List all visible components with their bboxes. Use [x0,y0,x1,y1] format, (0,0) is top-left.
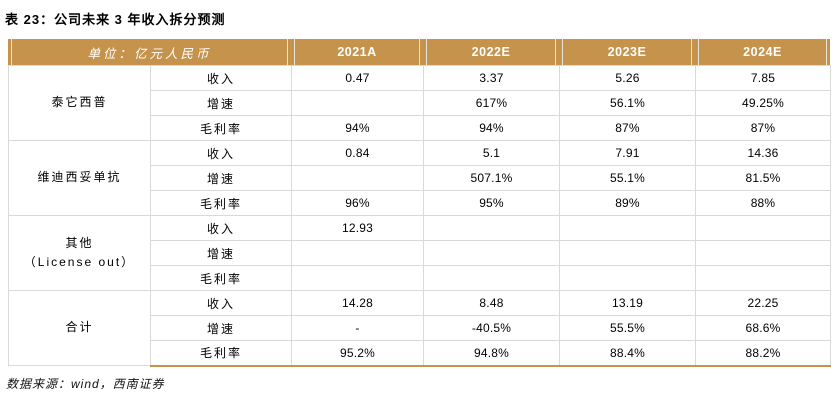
value-cell [695,215,831,241]
value-cell [423,240,560,266]
report-page: 表 23：公司未来 3 年收入拆分预测 单位：亿元人民币 2021A 2022E… [0,9,838,403]
value-cell [423,265,560,291]
value-cell: 8.48 [423,290,560,316]
value-cell: 81.5% [695,165,831,191]
value-cell: 49.25% [695,90,831,116]
row-label: 增速 [150,165,292,191]
table-row: 增速 507.1% 55.1% 81.5% [9,165,831,191]
value-cell: 22.25 [695,290,831,316]
table-row: 增速 - -40.5% 55.5% 68.6% [9,315,831,341]
table-title: 表 23：公司未来 3 年收入拆分预测 [5,12,226,27]
column-header-2023e: 2023E [562,39,692,65]
table-row: 增速 617% 56.1% 49.25% [9,90,831,116]
value-cell: -40.5% [423,315,560,341]
table-row: 毛利率 [9,265,831,291]
value-cell: 7.85 [695,65,831,91]
row-label: 毛利率 [150,190,292,216]
row-label: 增速 [150,90,292,116]
value-cell [559,240,696,266]
value-cell: 7.91 [559,140,696,166]
value-cell: 96% [291,190,424,216]
value-cell: 56.1% [559,90,696,116]
value-cell: 14.36 [695,140,831,166]
value-cell: 3.37 [423,65,560,91]
group-label-taitasip: 泰它西普 [8,65,151,141]
table-row: 毛利率 94% 94% 87% 87% [9,115,831,141]
value-cell: 89% [559,190,696,216]
value-cell: 88.4% [559,340,696,367]
forecast-table: 单位：亿元人民币 2021A 2022E 2023E 2024E 泰它西普 收入… [8,39,831,367]
value-cell: 87% [559,115,696,141]
row-label: 毛利率 [150,265,292,291]
table-row: 合计 收入 14.28 8.48 13.19 22.25 [8,290,831,366]
row-label: 毛利率 [150,340,292,367]
column-header-2024e: 2024E [698,39,827,65]
group-label-disitamab: 维迪西妥单抗 [8,140,151,216]
value-cell [291,265,424,291]
value-cell [291,240,424,266]
row-label: 增速 [150,315,292,341]
value-cell: 55.1% [559,165,696,191]
value-cell [695,240,831,266]
value-cell: 0.84 [291,140,424,166]
value-cell: 87% [695,115,831,141]
table-row: 毛利率 96% 95% 89% 88% [9,190,831,216]
value-cell: 13.19 [559,290,696,316]
table-row: 维迪西妥单抗 收入 0.84 5.1 7.91 14.36 [8,140,831,216]
row-label: 收入 [150,65,292,91]
table-row: 增速 [9,240,831,266]
column-header-2022e: 2022E [426,39,556,65]
table-row: 其他 （License out） 收入 12.93 [8,215,831,291]
value-cell: 68.6% [695,315,831,341]
group-label-license-out: 其他 （License out） [8,215,151,291]
row-label: 收入 [150,290,292,316]
row-label: 收入 [150,215,292,241]
value-cell: 5.1 [423,140,560,166]
source-note: 数据来源：wind，西南证券 [6,376,165,391]
row-label: 毛利率 [150,115,292,141]
value-cell: 5.26 [559,65,696,91]
value-cell: 88.2% [695,340,831,367]
value-cell: 95% [423,190,560,216]
value-cell: - [291,315,424,341]
column-header-2021a: 2021A [294,39,420,65]
value-cell [291,165,424,191]
value-cell: 94.8% [423,340,560,367]
table-body: 泰它西普 收入 0.47 3.37 5.26 7.85 增速 617% 56.1… [8,65,831,367]
row-label: 收入 [150,140,292,166]
value-cell: 88% [695,190,831,216]
unit-header-cell: 单位：亿元人民币 [11,39,288,65]
value-cell: 12.93 [291,215,424,241]
value-cell: 0.47 [291,65,424,91]
value-cell: 507.1% [423,165,560,191]
table-row: 毛利率 95.2% 94.8% 88.4% 88.2% [9,340,831,367]
row-label: 增速 [150,240,292,266]
value-cell [291,90,424,116]
group-label-total: 合计 [8,290,151,366]
value-cell: 617% [423,90,560,116]
group-label-text: 维迪西妥单抗 [37,170,122,185]
group-label-text: 泰它西普 [51,95,108,110]
table-header-row: 单位：亿元人民币 2021A 2022E 2023E 2024E [8,39,830,65]
value-cell: 94% [423,115,560,141]
value-cell [423,215,560,241]
value-cell: 14.28 [291,290,424,316]
value-cell [559,265,696,291]
value-cell: 95.2% [291,340,424,367]
group-label-text: 合计 [65,320,94,335]
table-row: 泰它西普 收入 0.47 3.37 5.26 7.85 [8,65,831,141]
value-cell: 55.5% [559,315,696,341]
group-label-text: （License out） [23,255,136,269]
group-label-text: 其他 [65,235,94,250]
value-cell [559,215,696,241]
value-cell [695,265,831,291]
value-cell: 94% [291,115,424,141]
